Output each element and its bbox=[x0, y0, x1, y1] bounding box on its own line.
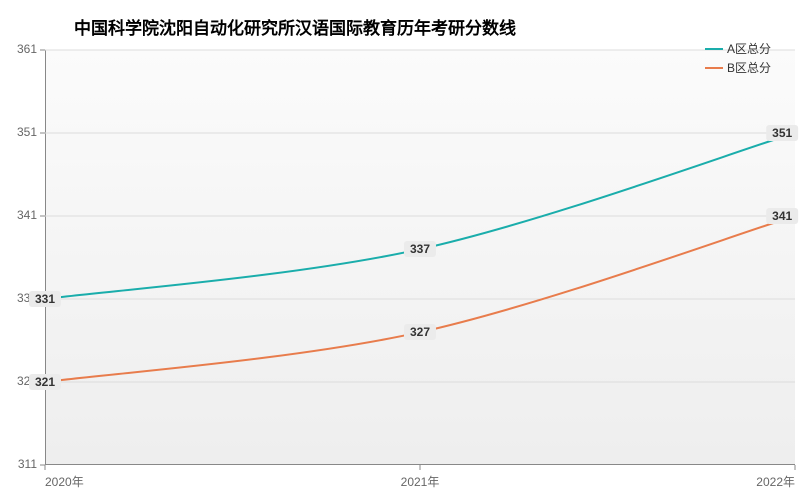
y-tick-label: 361 bbox=[17, 42, 37, 56]
chart-svg bbox=[0, 0, 800, 500]
data-point-label: 327 bbox=[404, 324, 436, 340]
legend-item: B区总分 bbox=[705, 59, 771, 76]
y-tick-label: 311 bbox=[18, 457, 37, 471]
line-chart: 中国科学院沈阳自动化研究所汉语国际教育历年考研分数线 A区总分B区总分 3113… bbox=[0, 0, 800, 500]
legend-item: A区总分 bbox=[705, 40, 771, 57]
y-tick-label: 341 bbox=[17, 208, 37, 222]
data-point-label: 351 bbox=[766, 125, 798, 141]
x-tick-label: 2020年 bbox=[45, 473, 84, 490]
legend-label: B区总分 bbox=[727, 59, 771, 76]
data-point-label: 337 bbox=[404, 241, 436, 257]
legend-label: A区总分 bbox=[727, 40, 771, 57]
data-point-label: 331 bbox=[29, 291, 61, 307]
y-tick-label: 351 bbox=[17, 125, 37, 139]
legend-swatch bbox=[705, 48, 723, 50]
legend-swatch bbox=[705, 67, 723, 69]
x-tick-label: 2022年 bbox=[756, 473, 795, 490]
data-point-label: 341 bbox=[766, 208, 798, 224]
x-tick-label: 2021年 bbox=[401, 473, 440, 490]
legend: A区总分 B区总分 bbox=[705, 40, 771, 78]
data-point-label: 321 bbox=[29, 374, 61, 390]
